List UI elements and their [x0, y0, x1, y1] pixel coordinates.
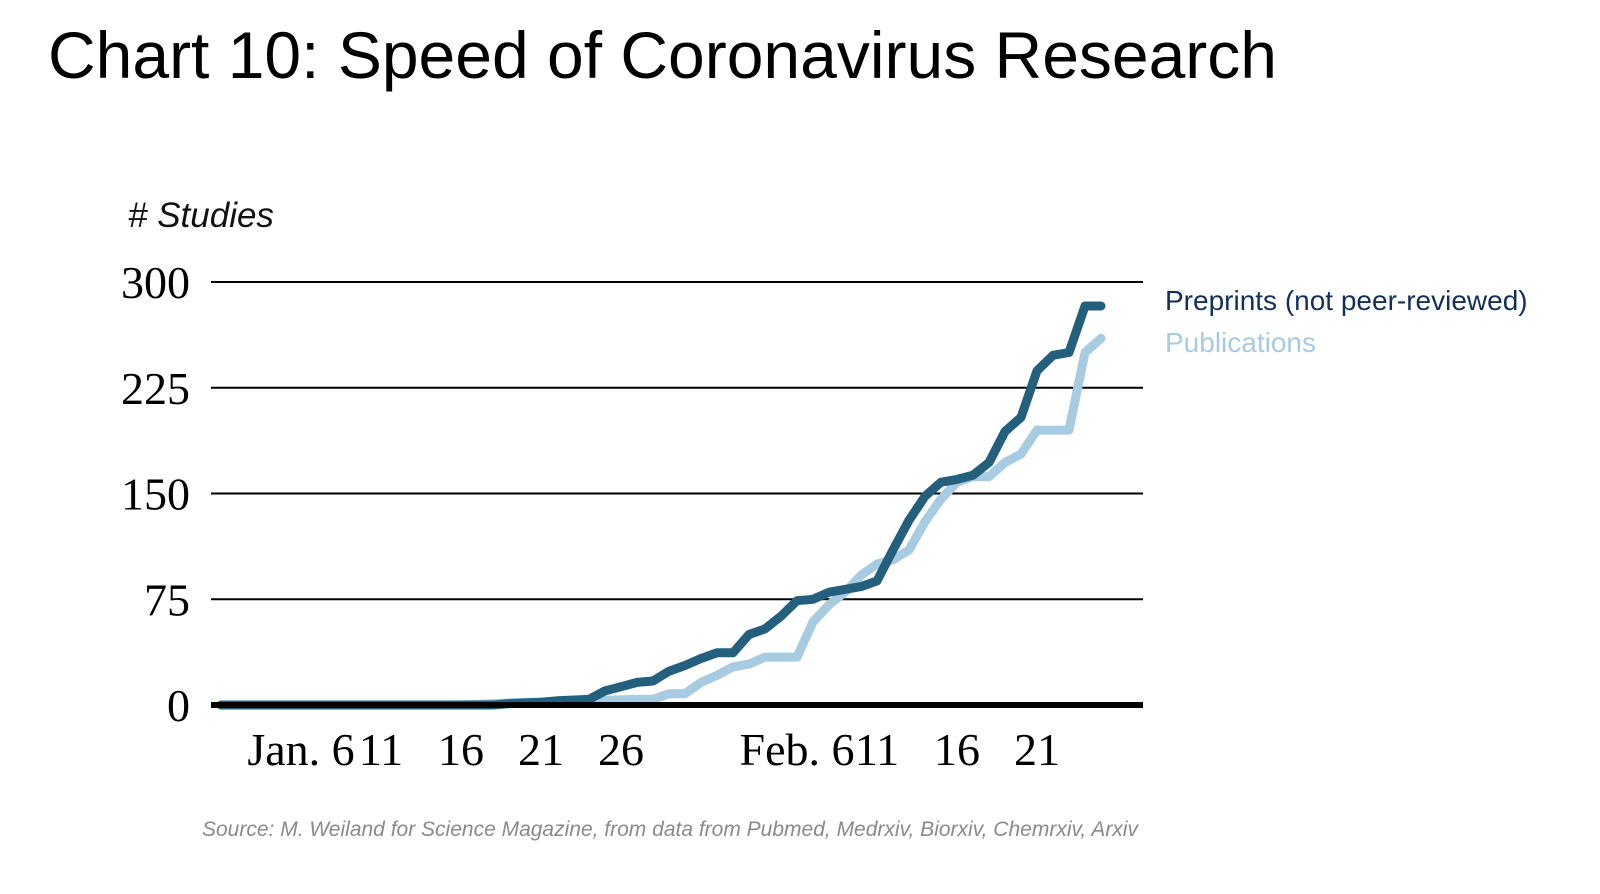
- x-tick-label: 11: [359, 724, 403, 775]
- y-tick-labels: 0 75 150 225 300: [121, 257, 190, 731]
- y-tick-label: 150: [121, 469, 190, 520]
- gridlines: [211, 281, 1143, 601]
- x-tick-labels: Jan. 6 11 16 21 26 Feb. 6 11 16 21: [247, 724, 1060, 775]
- y-tick-label: 75: [144, 574, 190, 625]
- y-axis-label: # Studies: [128, 196, 274, 235]
- x-tick-label: Feb. 6: [740, 724, 855, 775]
- x-tick-label: 16: [934, 724, 980, 775]
- chart-title: Chart 10: Speed of Coronavirus Research: [48, 18, 1277, 92]
- x-tick-label: 11: [855, 724, 899, 775]
- series-line-preprints: [216, 301, 1106, 710]
- y-tick-label: 225: [121, 363, 190, 414]
- legend-entry-publications: Publications: [1165, 327, 1316, 358]
- series-line-publications: [216, 333, 1106, 710]
- x-tick-label: Jan. 6: [247, 724, 354, 775]
- x-tick-label: 26: [598, 724, 644, 775]
- legend-entry-preprints: Preprints (not peer-reviewed): [1165, 285, 1528, 316]
- x-tick-label: 21: [518, 724, 564, 775]
- x-tick-label: 16: [438, 724, 484, 775]
- legend: Preprints (not peer-reviewed) Publication…: [1165, 285, 1528, 358]
- series-lines: [216, 301, 1106, 710]
- y-tick-label: 300: [121, 257, 190, 308]
- x-tick-label: 21: [1014, 724, 1060, 775]
- source-note: Source: M. Weiland for Science Magazine,…: [202, 818, 1138, 841]
- y-tick-label: 0: [167, 680, 190, 731]
